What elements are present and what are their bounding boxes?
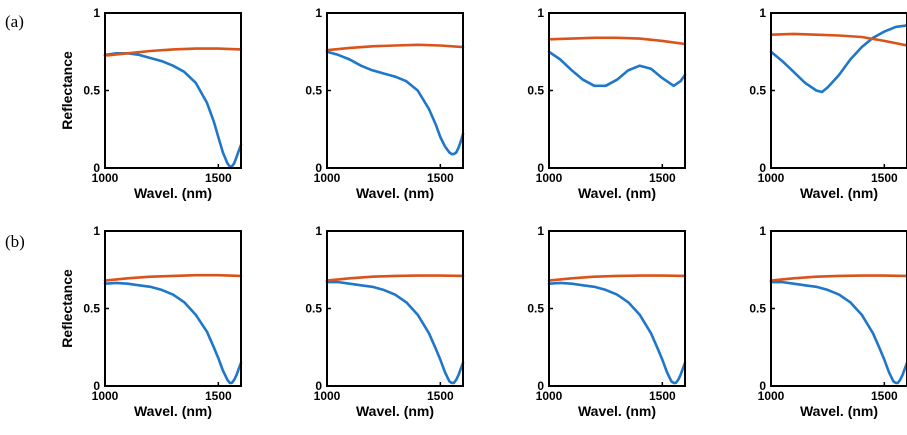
y-tick-label: 1 [537,224,544,238]
y-tick-label: 0 [759,379,766,393]
y-tick-label: 0 [537,161,544,175]
y-axis-label: Reflectance [59,269,75,348]
x-tick-label: 1500 [871,171,898,185]
x-axis-label: Wavel. (nm) [134,403,212,419]
axes-frame [326,12,464,169]
x-axis-label: Wavel. (nm) [800,403,878,419]
y-tick-label: 0.5 [305,302,322,316]
y-tick-label: 0.5 [83,84,100,98]
y-tick-label: 1 [315,224,322,238]
y-tick-label: 0 [93,161,100,175]
x-tick-label: 1000 [92,171,119,185]
series-blue-line [547,50,687,88]
x-tick-label: 1500 [427,389,454,403]
y-tick-label: 0.5 [527,84,544,98]
series-blue-line [325,280,465,385]
series-orange-line [547,274,687,282]
y-tick-label: 0 [537,379,544,393]
y-tick-label: 0.5 [305,84,322,98]
series-blue-line [769,280,907,385]
x-axis-label: Wavel. (nm) [578,403,656,419]
row-label-a: (a) [5,12,24,31]
x-axis-label: Wavel. (nm) [800,185,878,201]
series-blue-line [103,51,243,168]
y-tick-label: 1 [537,6,544,20]
x-axis-label: Wavel. (nm) [356,403,434,419]
x-tick-label: 1000 [314,171,341,185]
series-orange-line [103,273,243,282]
series-blue-line [325,50,465,156]
x-tick-label: 1000 [92,389,119,403]
x-axis-label: Wavel. (nm) [578,185,656,201]
y-tick-label: 0 [93,379,100,393]
series-orange-line [325,43,465,52]
series-orange-line [769,274,907,282]
x-tick-label: 1500 [427,171,454,185]
x-tick-label: 1000 [536,389,563,403]
x-axis-label: Wavel. (nm) [134,185,212,201]
series-orange-line [325,274,465,282]
y-axis-label: Reflectance [59,51,75,130]
y-tick-label: 0 [315,379,322,393]
x-tick-label: 1500 [649,389,676,403]
series-orange-line [103,47,243,57]
y-tick-label: 1 [93,6,100,20]
row-label-b: (b) [5,232,25,251]
y-tick-label: 1 [315,6,322,20]
y-tick-label: 0.5 [749,302,766,316]
y-tick-label: 0.5 [83,302,100,316]
y-tick-label: 0 [759,161,766,175]
x-tick-label: 1000 [536,171,563,185]
series-orange-line [769,32,907,47]
y-tick-label: 1 [93,224,100,238]
x-tick-label: 1500 [871,389,898,403]
x-axis-label: Wavel. (nm) [356,185,434,201]
series-orange-line [547,36,687,46]
x-tick-label: 1000 [758,171,785,185]
series-blue-line [103,281,243,385]
x-tick-label: 1500 [205,389,232,403]
y-tick-label: 1 [759,6,766,20]
x-tick-label: 1000 [314,389,341,403]
x-tick-label: 1000 [758,389,785,403]
x-tick-label: 1500 [205,171,232,185]
series-blue-line [769,24,907,94]
x-tick-label: 1500 [649,171,676,185]
axes-frame [548,12,686,169]
y-tick-label: 0.5 [527,302,544,316]
y-tick-label: 1 [759,224,766,238]
y-tick-label: 0.5 [749,84,766,98]
series-blue-line [547,281,687,385]
y-tick-label: 0 [315,161,322,175]
